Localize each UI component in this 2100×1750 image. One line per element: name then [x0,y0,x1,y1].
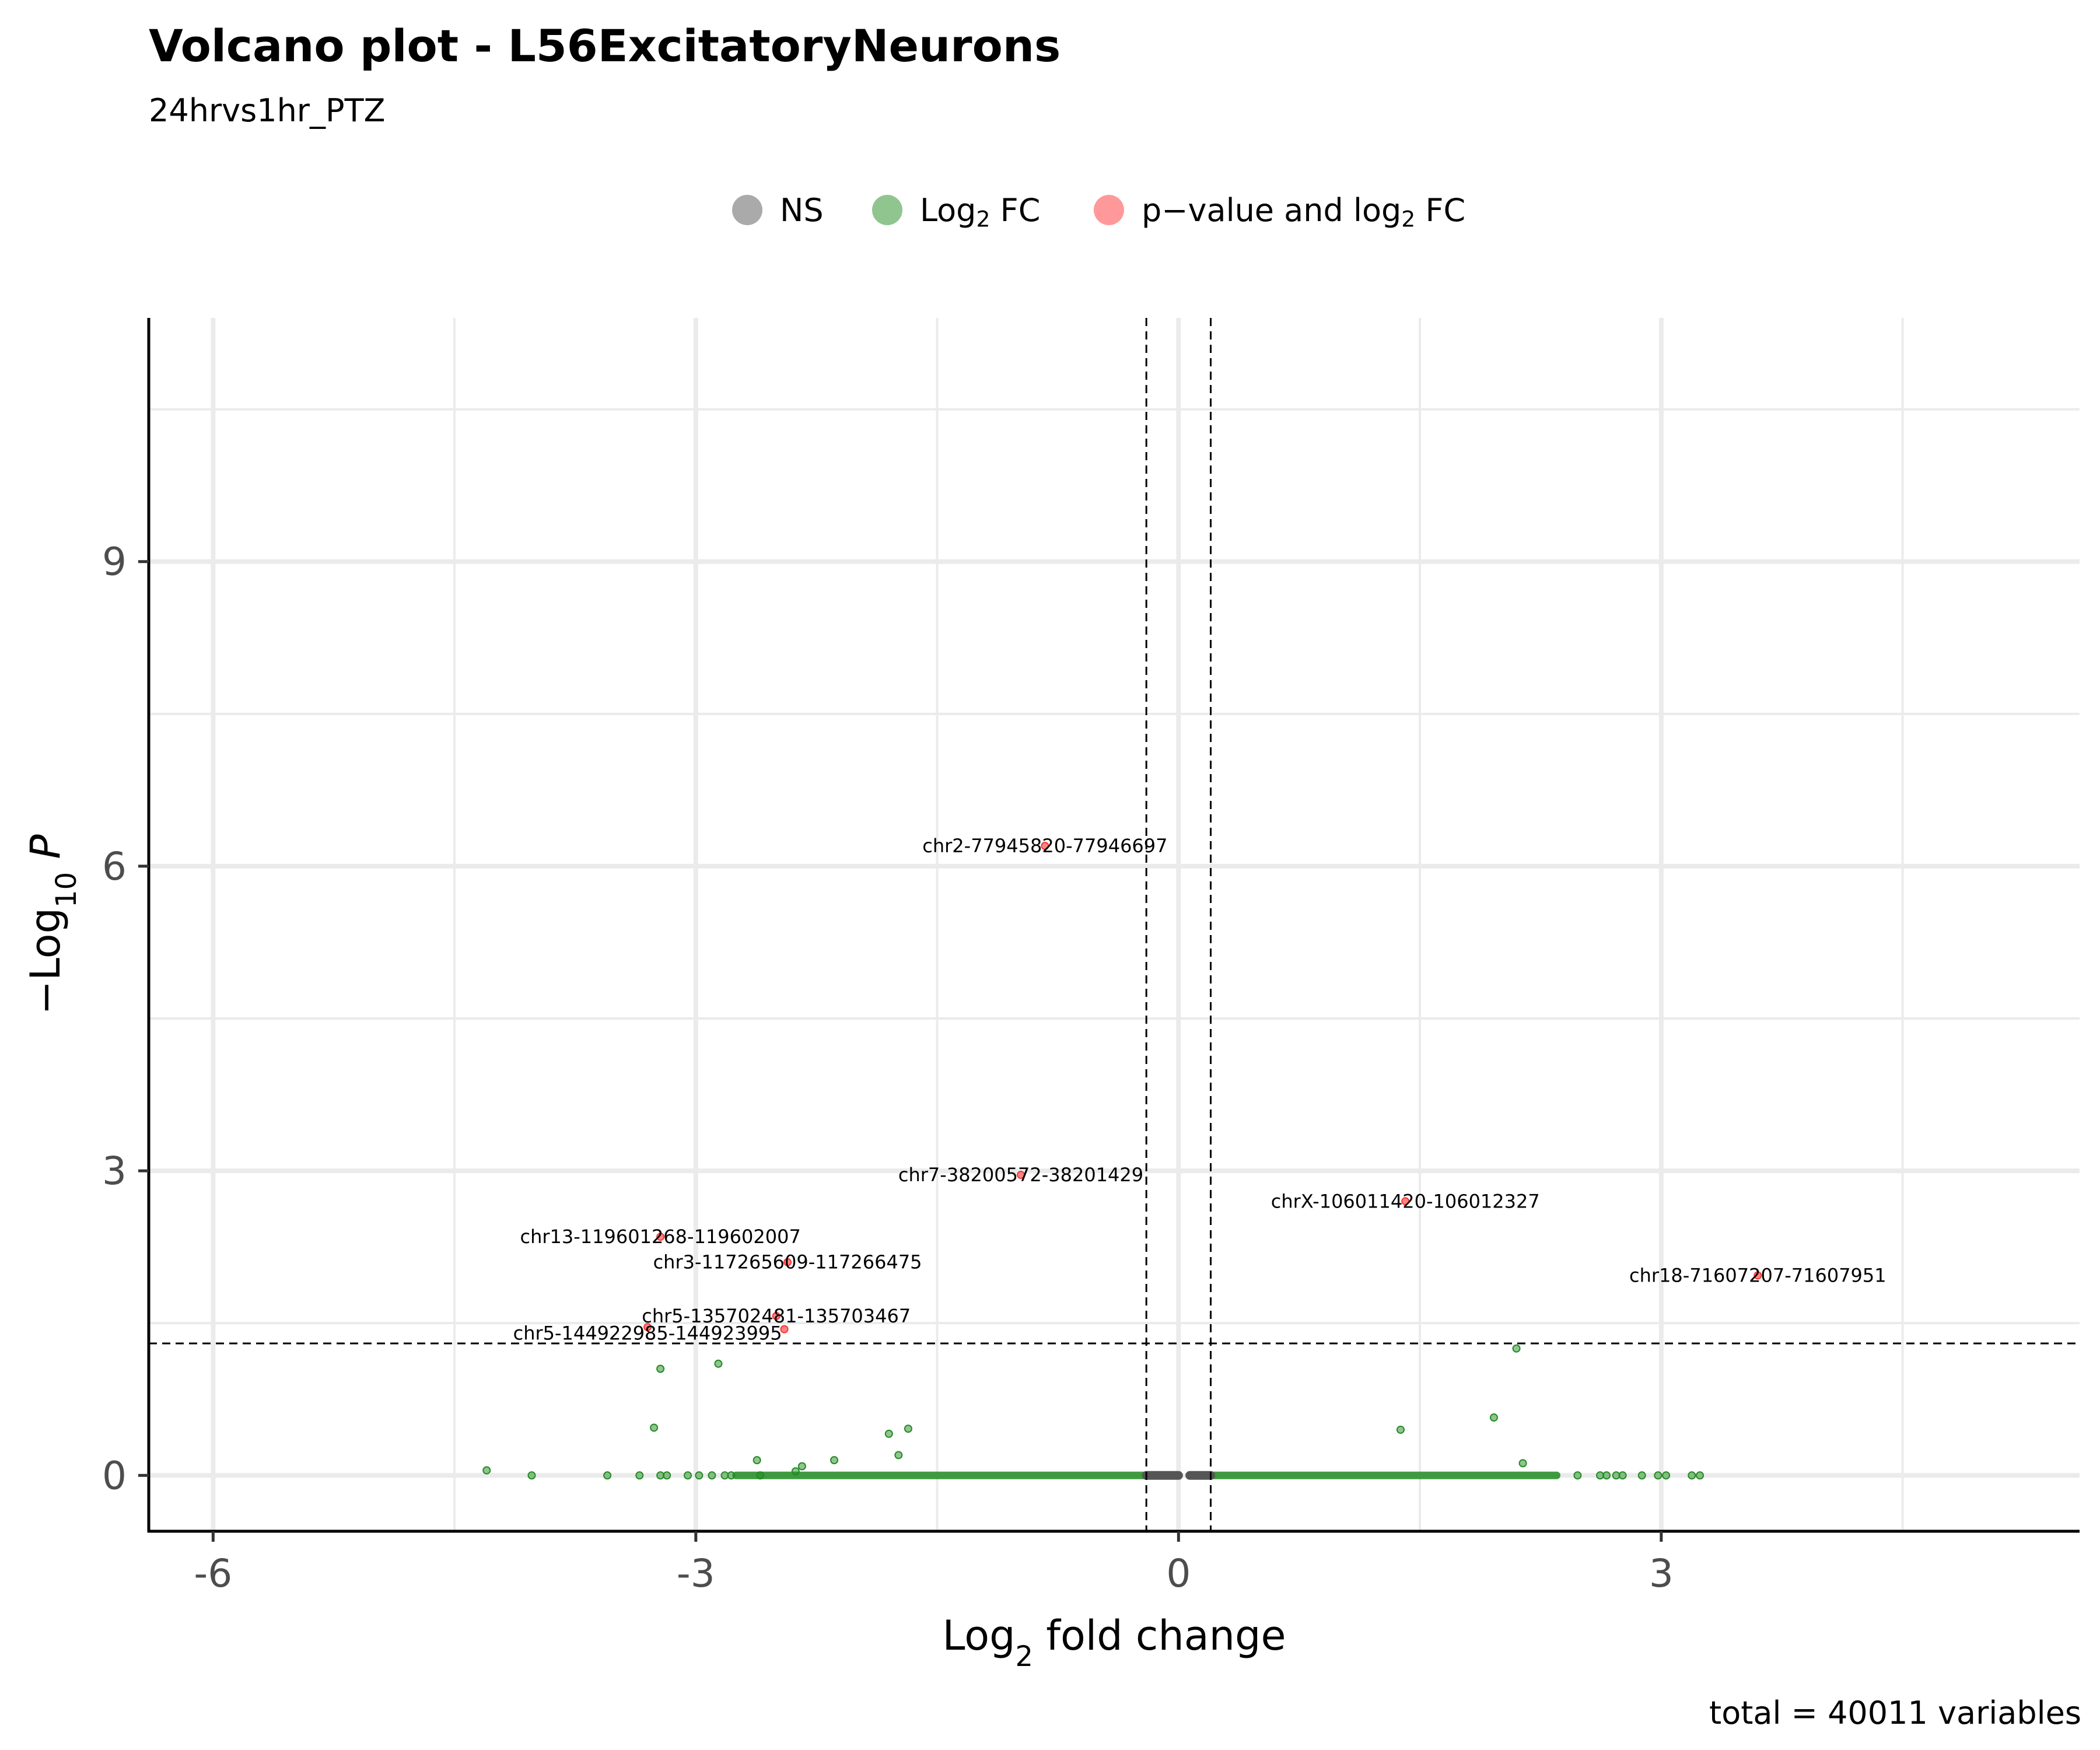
legend-key-ns [732,195,762,225]
point-significant [1754,1271,1762,1280]
gene-label: chr3-117265609-117266475 [653,1251,922,1273]
point-log2fc [1489,1413,1498,1422]
point-log2fc [1662,1471,1671,1480]
x-tick-label: -3 [677,1551,715,1596]
y-tick-label: 6 [102,844,127,889]
point-log2fc [708,1471,716,1480]
legend-label-sig: p−value and log2 FC [1142,191,1466,232]
point-significant [1401,1197,1410,1206]
point-log2fc [752,1456,761,1465]
point-log2fc [904,1424,912,1433]
gene-label: chr5-135702481-135703467 [642,1305,911,1327]
point-log2fc [1637,1471,1646,1480]
gene-label: chr7-38200572-38201429 [898,1164,1143,1186]
gene-label: chr5-144922985-144923995 [513,1322,782,1345]
chart-subtitle: 24hrvs1hr_PTZ [149,92,386,129]
chart-title: Volcano plot - L56ExcitatoryNeurons [149,20,1061,72]
legend: NS Log2 FC p−value and log2 FC [0,181,2100,239]
point-significant [780,1325,789,1334]
gene-label: chr18-71607207-71607951 [1629,1264,1887,1286]
point-significant [772,1311,780,1320]
point-log2fc [695,1471,704,1480]
y-axis-title: −Log10 P [22,834,83,1015]
point-log2fc [1654,1471,1662,1480]
legend-label-ns: NS [780,191,824,229]
x-axis-title: Log2 fold change [942,1612,1286,1673]
y-tick-label: 0 [102,1453,127,1498]
x-tick-label: 0 [1166,1551,1191,1596]
gene-label: chr13-119601268-119602007 [520,1226,800,1248]
legend-item-log2fc: Log2 FC [872,181,1040,239]
point-log2fc [1512,1344,1521,1353]
point-log2fc [756,1471,765,1480]
point-log2fc [1696,1471,1704,1480]
legend-key-log2fc [872,195,902,225]
y-tick-label: 3 [102,1149,127,1194]
point-log2fc [714,1359,723,1368]
point-log2fc [884,1429,893,1438]
point-log2fc [1573,1471,1582,1480]
point-significant [783,1258,792,1266]
point-log2fc [727,1471,736,1480]
legend-label-log2fc: Log2 FC [920,191,1041,232]
point-log2fc [527,1471,536,1480]
point-log2fc [650,1423,659,1432]
point-log2fc [482,1466,491,1475]
y-tick-label: 9 [102,540,127,584]
point-log2fc [830,1456,839,1465]
point-log2fc [894,1451,903,1460]
chart-caption: total = 40011 variables [1709,1695,2081,1731]
x-tick-label: 3 [1649,1551,1674,1596]
point-log2fc [635,1471,644,1480]
point-log2fc [663,1471,671,1480]
point-log2fc [1518,1459,1527,1468]
legend-item-sig: p−value and log2 FC [1094,181,1465,239]
point-log2fc [791,1467,800,1476]
point-log2fc [797,1462,806,1471]
point-log2fc [1396,1425,1405,1434]
legend-key-sig [1094,195,1124,225]
gene-label: chr2-77945820-77946697 [922,835,1167,857]
point-log2fc [1688,1471,1696,1480]
point-log2fc [656,1364,665,1373]
point-significant [656,1233,665,1241]
point-significant [1041,842,1049,850]
x-tick-label: -6 [194,1551,232,1596]
gene-label: chrX-106011420-106012327 [1271,1190,1540,1212]
legend-item-ns: NS [732,181,824,239]
point-log2fc [1618,1471,1627,1480]
point-log2fc [684,1471,692,1480]
point-log2fc [603,1471,612,1480]
point-significant [643,1323,652,1332]
point-significant [1017,1171,1026,1180]
point-log2fc [1602,1471,1611,1480]
